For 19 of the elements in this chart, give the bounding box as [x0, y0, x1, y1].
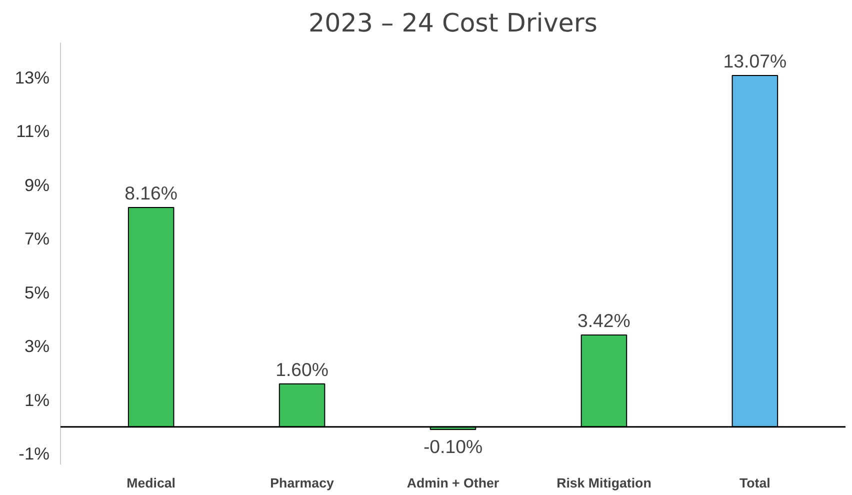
x-tick-label: Total — [740, 476, 770, 490]
x-tick-label: Medical — [126, 476, 176, 490]
data-label: 3.42% — [578, 310, 630, 331]
y-tick-label: 3% — [24, 336, 50, 356]
data-label: -0.10% — [423, 436, 483, 457]
x-tick-label: Pharmacy — [270, 476, 334, 490]
x-tick-label: Admin + Other — [406, 476, 500, 490]
x-tick-label: Risk Mitigation — [556, 476, 652, 490]
data-label: 1.60% — [276, 358, 328, 380]
data-label: 13.07% — [723, 50, 787, 72]
data-label: 8.16% — [124, 182, 178, 204]
y-tick-label: 11% — [16, 121, 50, 142]
y-tick-label: 7% — [24, 228, 50, 249]
chart-title: 2023 – 24 Cost Drivers — [308, 8, 598, 38]
y-tick-label: 5% — [24, 282, 50, 302]
y-tick-label: 13% — [14, 67, 50, 88]
y-tick-label: 9% — [24, 174, 50, 195]
y-tick-label: -1% — [18, 444, 50, 464]
y-tick-label: 1% — [24, 390, 50, 410]
